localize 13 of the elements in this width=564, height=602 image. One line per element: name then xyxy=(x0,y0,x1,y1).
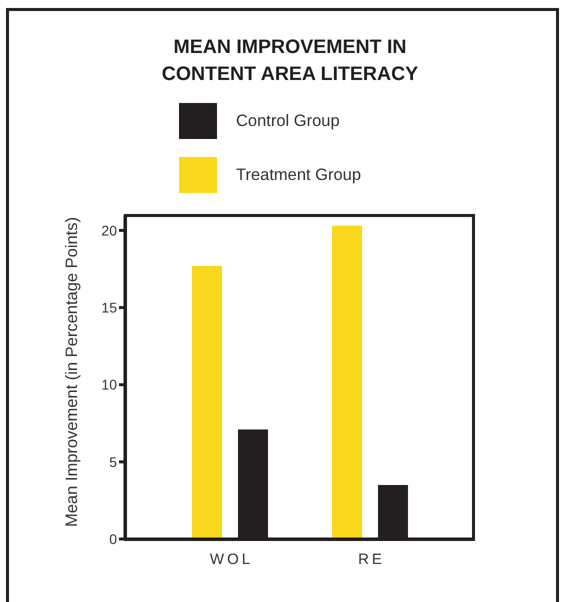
bar xyxy=(332,226,362,539)
y-tick-label: 10 xyxy=(101,376,118,393)
y-tick-label: 15 xyxy=(101,300,118,316)
x-tick-label: RE xyxy=(358,551,385,568)
y-tick-label: 0 xyxy=(109,530,118,547)
legend-label: Treatment Group xyxy=(236,166,362,184)
y-tick-label: 5 xyxy=(109,454,118,470)
legend-label: Control Group xyxy=(236,112,340,130)
x-tick-label: WOL xyxy=(210,551,254,568)
chart-title: MEAN IMPROVEMENT IN CONTENT AREA LITERACY xyxy=(160,35,420,87)
bar xyxy=(192,266,222,539)
y-tick-label: 20 xyxy=(101,222,118,238)
y-axis-title: Mean Improvement (in Percentage Points) xyxy=(63,217,81,527)
